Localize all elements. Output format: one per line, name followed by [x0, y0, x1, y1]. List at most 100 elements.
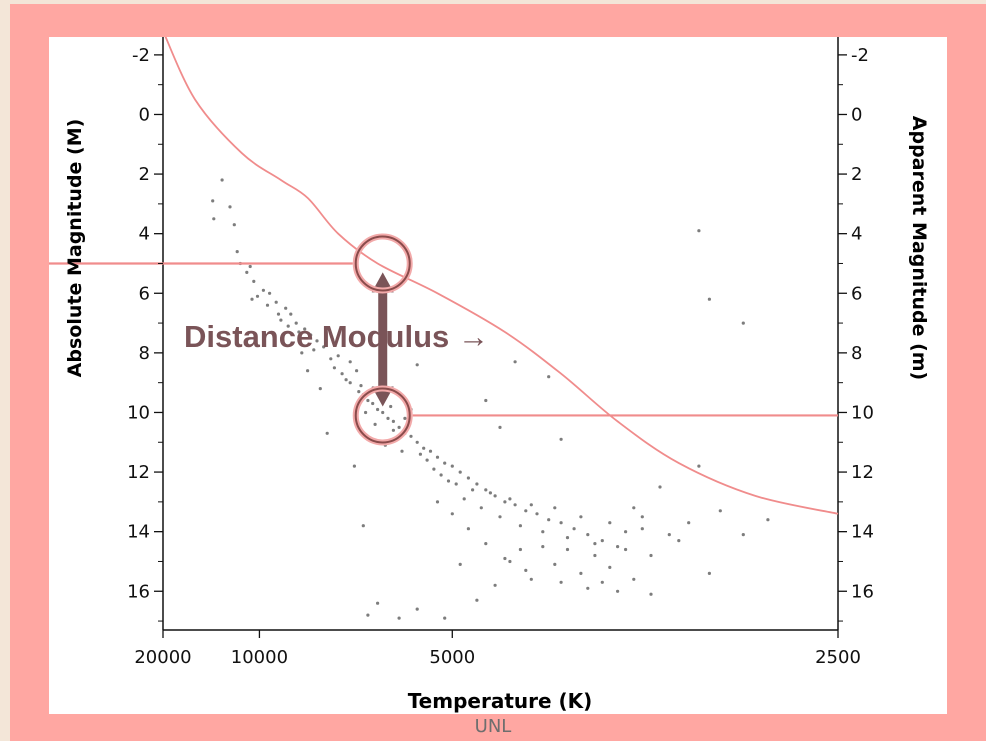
y-tick-label: 2	[139, 164, 150, 185]
star-point	[450, 464, 454, 468]
star-point	[329, 357, 333, 361]
star-point	[458, 470, 462, 474]
star-point	[493, 494, 497, 498]
star-point	[348, 381, 352, 385]
x-axis-label: Temperature (K)	[408, 689, 593, 713]
star-point	[697, 229, 701, 233]
star-point	[524, 568, 528, 573]
star-point	[518, 547, 522, 552]
star-point	[432, 467, 436, 471]
star-point	[608, 521, 612, 525]
star-point	[332, 366, 336, 370]
y-tick-label: -2	[132, 45, 150, 66]
star-point	[479, 506, 483, 510]
star-point	[565, 547, 570, 552]
star-point	[541, 545, 545, 549]
hr-diagram-chart: -2 0 2 4 6 8 10 12 14 16 -2 0 2 4 6 8 10 12 14 16 20000 10000…	[49, 37, 930, 713]
star-point	[707, 297, 712, 301]
star-point	[462, 497, 466, 501]
star-point	[245, 270, 249, 274]
star-point	[624, 547, 628, 552]
star-point	[535, 512, 539, 516]
star-point	[376, 407, 380, 412]
star-point	[294, 321, 298, 325]
star-point	[435, 455, 440, 459]
star-point	[559, 437, 563, 441]
star-point	[687, 521, 691, 525]
star-point	[466, 476, 470, 480]
x-tick-label: 2500	[815, 647, 861, 668]
star-point	[235, 250, 239, 254]
star-point	[475, 598, 479, 602]
star-point	[586, 586, 590, 590]
star-point	[632, 577, 636, 581]
star-point	[600, 539, 604, 543]
star-point	[443, 461, 447, 465]
star-point	[484, 542, 488, 546]
star-point	[600, 580, 604, 584]
y-tick-label: 12	[127, 462, 150, 483]
star-point	[274, 300, 278, 304]
star-point	[741, 533, 745, 537]
y-tick-label: 10	[127, 402, 150, 423]
star-point	[344, 378, 348, 382]
star-point	[359, 384, 363, 388]
star-point	[450, 512, 454, 516]
star-point	[348, 360, 352, 364]
star-point	[212, 217, 216, 221]
star-point	[325, 431, 329, 435]
star-point	[361, 524, 365, 528]
star-point	[435, 500, 440, 504]
star-point	[352, 464, 356, 468]
star-point	[415, 440, 419, 444]
star-point	[403, 416, 407, 420]
star-point	[261, 288, 265, 292]
x-tick-label: 20000	[134, 647, 191, 668]
star-point	[616, 545, 620, 549]
y-tick-label: 14	[127, 522, 150, 543]
star-point	[340, 372, 344, 376]
y2-tick-label: 0	[851, 104, 862, 125]
star-point	[232, 223, 236, 227]
star-point	[211, 199, 215, 203]
star-point	[498, 425, 502, 429]
star-point	[425, 458, 429, 462]
image-credit: UNL	[474, 716, 512, 737]
star-point	[649, 592, 653, 596]
star-point	[475, 482, 479, 486]
star-point	[559, 580, 563, 584]
star-point	[697, 464, 701, 468]
y-tick-label: 4	[139, 224, 150, 245]
star-point	[572, 527, 576, 531]
star-point	[677, 539, 681, 543]
star-point	[632, 506, 636, 510]
star-point	[318, 387, 322, 391]
star-point	[276, 312, 281, 316]
star-point	[503, 500, 507, 504]
star-point	[443, 616, 447, 620]
star-point	[371, 401, 375, 406]
chart-panel	[49, 37, 947, 714]
star-point	[513, 503, 517, 507]
star-point	[518, 524, 522, 528]
star-point	[579, 571, 583, 576]
y2-tick-label: 10	[851, 402, 874, 423]
star-point	[315, 339, 319, 343]
star-point	[389, 404, 393, 409]
star-point	[529, 503, 533, 507]
star-point	[593, 553, 597, 558]
star-point	[373, 422, 377, 426]
star-point	[376, 601, 380, 605]
star-point	[458, 562, 462, 567]
star-point	[250, 297, 254, 301]
star-point	[493, 583, 497, 587]
star-point	[422, 446, 426, 450]
star-point	[357, 390, 361, 394]
x-tick-label: 10000	[231, 647, 288, 668]
star-point	[466, 527, 470, 531]
star-point	[640, 515, 644, 519]
star-point	[400, 449, 404, 453]
magnitude-marker-ring-outline	[354, 387, 411, 444]
star-point	[289, 312, 293, 316]
star-point	[766, 518, 770, 522]
